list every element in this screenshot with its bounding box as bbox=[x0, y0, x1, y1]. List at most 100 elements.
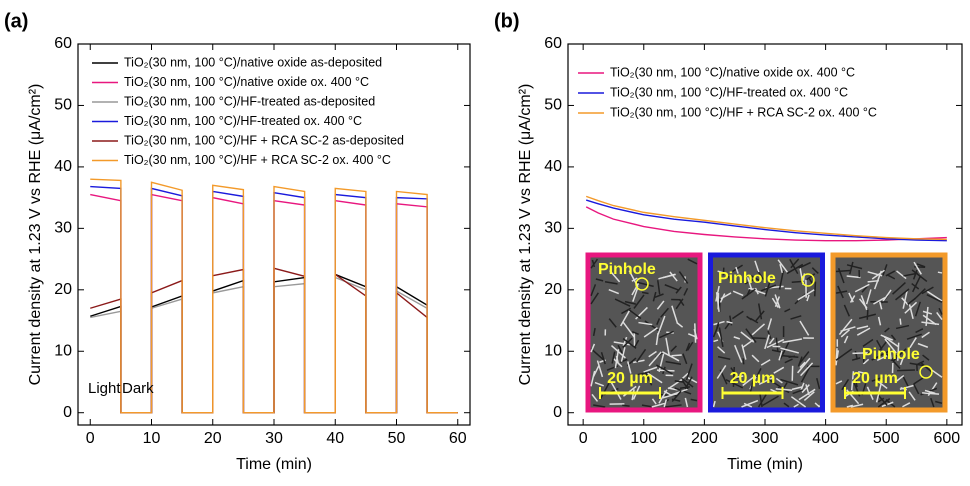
texture bbox=[657, 280, 661, 295]
texture bbox=[778, 350, 783, 361]
texture bbox=[936, 311, 943, 321]
texture bbox=[750, 275, 760, 282]
texture bbox=[811, 267, 819, 274]
texture bbox=[908, 391, 916, 401]
texture bbox=[899, 318, 902, 325]
texture bbox=[767, 318, 773, 330]
texture bbox=[687, 377, 698, 384]
texture bbox=[609, 269, 621, 283]
texture bbox=[671, 305, 679, 324]
texture bbox=[757, 303, 763, 320]
texture bbox=[861, 285, 868, 293]
texture bbox=[800, 382, 805, 391]
texture bbox=[835, 380, 843, 385]
texture bbox=[680, 378, 689, 390]
texture bbox=[678, 298, 685, 307]
legend-label: TiO₂(30 nm, 100 °C)/HF + RCA SC-2 ox. 40… bbox=[610, 105, 877, 119]
texture bbox=[608, 318, 617, 328]
annotation: Light bbox=[88, 380, 121, 397]
texture bbox=[887, 274, 896, 280]
texture bbox=[651, 398, 657, 405]
x-tick-label: 30 bbox=[265, 430, 283, 447]
texture bbox=[906, 333, 923, 340]
texture bbox=[632, 288, 639, 302]
texture bbox=[741, 399, 759, 408]
y-tick-label: 10 bbox=[54, 342, 72, 359]
x-tick-label: 60 bbox=[449, 430, 467, 447]
texture bbox=[780, 347, 799, 354]
texture bbox=[621, 307, 632, 315]
x-tick-label: 200 bbox=[691, 430, 718, 447]
texture bbox=[884, 338, 897, 354]
texture bbox=[661, 351, 680, 362]
texture bbox=[716, 322, 720, 329]
texture bbox=[856, 327, 871, 336]
texture bbox=[608, 288, 620, 295]
texture bbox=[731, 310, 744, 320]
texture bbox=[854, 378, 858, 388]
texture bbox=[644, 369, 653, 386]
inset-border bbox=[708, 252, 825, 413]
y-axis-title: Current density at 1.23 V vs RHE (μA/cm²… bbox=[27, 84, 44, 386]
texture bbox=[813, 281, 817, 297]
texture bbox=[835, 350, 840, 365]
texture bbox=[718, 327, 724, 347]
texture bbox=[614, 298, 631, 307]
texture bbox=[755, 310, 765, 322]
sem-inset: Pinhole 20 µm bbox=[585, 252, 703, 413]
texture bbox=[846, 275, 861, 279]
x-tick-label: 600 bbox=[933, 430, 960, 447]
texture bbox=[742, 358, 745, 365]
texture bbox=[735, 266, 739, 274]
texture bbox=[895, 324, 910, 330]
legend-label: TiO₂(30 nm, 100 °C)/native oxide ox. 400… bbox=[610, 65, 855, 79]
texture bbox=[798, 351, 810, 365]
y-axis-title: Current density at 1.23 V vs RHE (μA/cm²… bbox=[517, 84, 534, 386]
texture bbox=[715, 285, 720, 302]
texture bbox=[854, 283, 870, 293]
texture bbox=[788, 355, 796, 358]
pinhole-label: Pinhole bbox=[718, 270, 776, 287]
texture bbox=[913, 261, 922, 275]
texture bbox=[790, 258, 800, 269]
texture bbox=[896, 270, 907, 280]
texture bbox=[771, 297, 779, 309]
texture bbox=[897, 342, 900, 361]
texture bbox=[767, 378, 784, 390]
texture bbox=[914, 301, 922, 317]
texture bbox=[620, 347, 626, 362]
legend-label: TiO₂(30 nm, 100 °C)/native oxide ox. 400… bbox=[124, 75, 369, 89]
texture bbox=[755, 368, 762, 378]
texture bbox=[657, 315, 666, 335]
x-axis-title: Time (min) bbox=[727, 456, 803, 473]
texture bbox=[757, 394, 767, 408]
texture bbox=[749, 317, 759, 324]
texture bbox=[866, 309, 869, 320]
texture bbox=[908, 304, 914, 320]
texture bbox=[800, 366, 811, 383]
texture bbox=[935, 400, 943, 404]
series-line bbox=[585, 199, 947, 242]
texture bbox=[784, 358, 793, 364]
texture bbox=[592, 327, 596, 337]
texture bbox=[798, 261, 811, 269]
texture bbox=[924, 389, 936, 395]
texture bbox=[916, 263, 926, 268]
texture bbox=[655, 332, 659, 346]
texture bbox=[662, 273, 676, 279]
series-line bbox=[585, 195, 947, 241]
x-tick-label: 40 bbox=[326, 430, 344, 447]
texture bbox=[592, 365, 600, 377]
texture bbox=[590, 370, 596, 387]
scale-label: 20 µm bbox=[852, 370, 898, 387]
texture bbox=[636, 348, 647, 363]
texture bbox=[879, 301, 883, 310]
texture bbox=[779, 263, 783, 274]
texture bbox=[799, 320, 810, 336]
texture bbox=[726, 320, 733, 324]
texture bbox=[743, 402, 753, 408]
texture bbox=[921, 331, 930, 339]
legend-label: TiO₂(30 nm, 100 °C)/HF + RCA SC-2 ox. 40… bbox=[124, 153, 391, 167]
texture bbox=[907, 297, 916, 305]
